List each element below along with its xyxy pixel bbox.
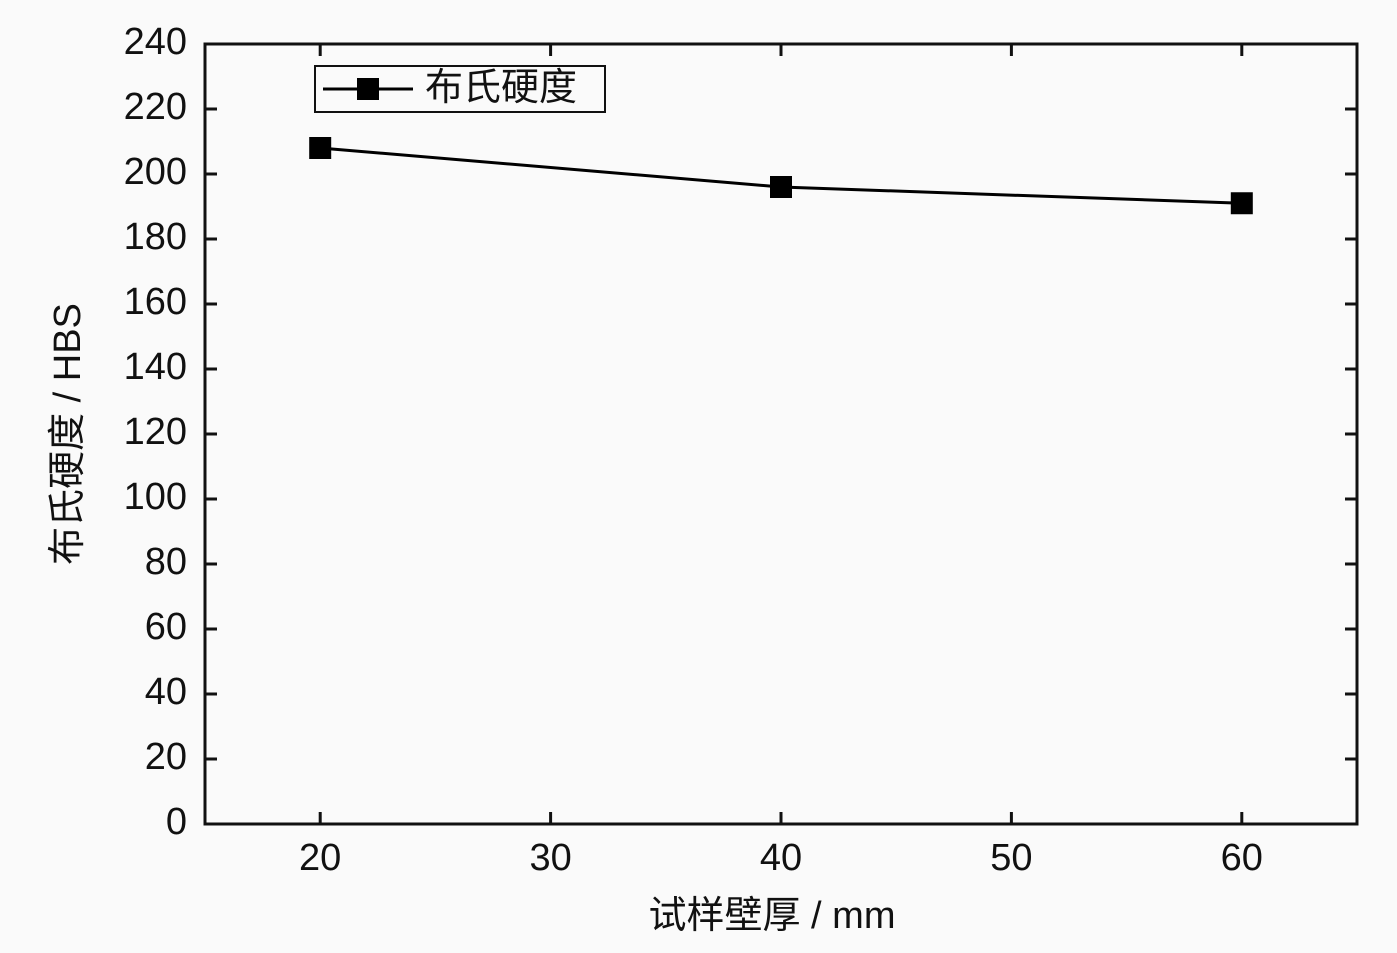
y-tick-label: 120: [124, 411, 187, 453]
point-marker: [770, 176, 792, 198]
y-tick-label: 20: [145, 736, 187, 778]
y-tick-label: 0: [166, 801, 187, 843]
legend-label: 布氏硬度: [425, 67, 577, 109]
y-axis-label: 布氏硬度 / HBS: [47, 303, 89, 565]
x-tick-label: 30: [529, 837, 571, 879]
x-axis-label: 试样壁厚 / mm: [649, 895, 896, 937]
legend-box: [314, 65, 606, 113]
y-tick-label: 180: [124, 216, 187, 258]
y-tick-label: 200: [124, 151, 187, 193]
x-tick-label: 50: [990, 837, 1032, 879]
x-tick-label: 60: [1221, 837, 1263, 879]
y-tick-label: 160: [124, 281, 187, 323]
legend-marker: [357, 78, 379, 100]
x-tick-label: 40: [760, 837, 802, 879]
y-tick-label: 240: [124, 21, 187, 63]
y-tick-label: 40: [145, 671, 187, 713]
y-tick-label: 100: [124, 476, 187, 518]
y-tick-label: 140: [124, 346, 187, 388]
point-marker: [1230, 192, 1253, 215]
x-tick-label: 20: [299, 837, 341, 879]
y-tick-label: 60: [145, 606, 187, 648]
y-tick-label: 80: [145, 541, 187, 583]
point-marker: [309, 137, 332, 159]
y-tick-label: 220: [124, 86, 187, 128]
plot-frame: [203, 42, 1359, 826]
